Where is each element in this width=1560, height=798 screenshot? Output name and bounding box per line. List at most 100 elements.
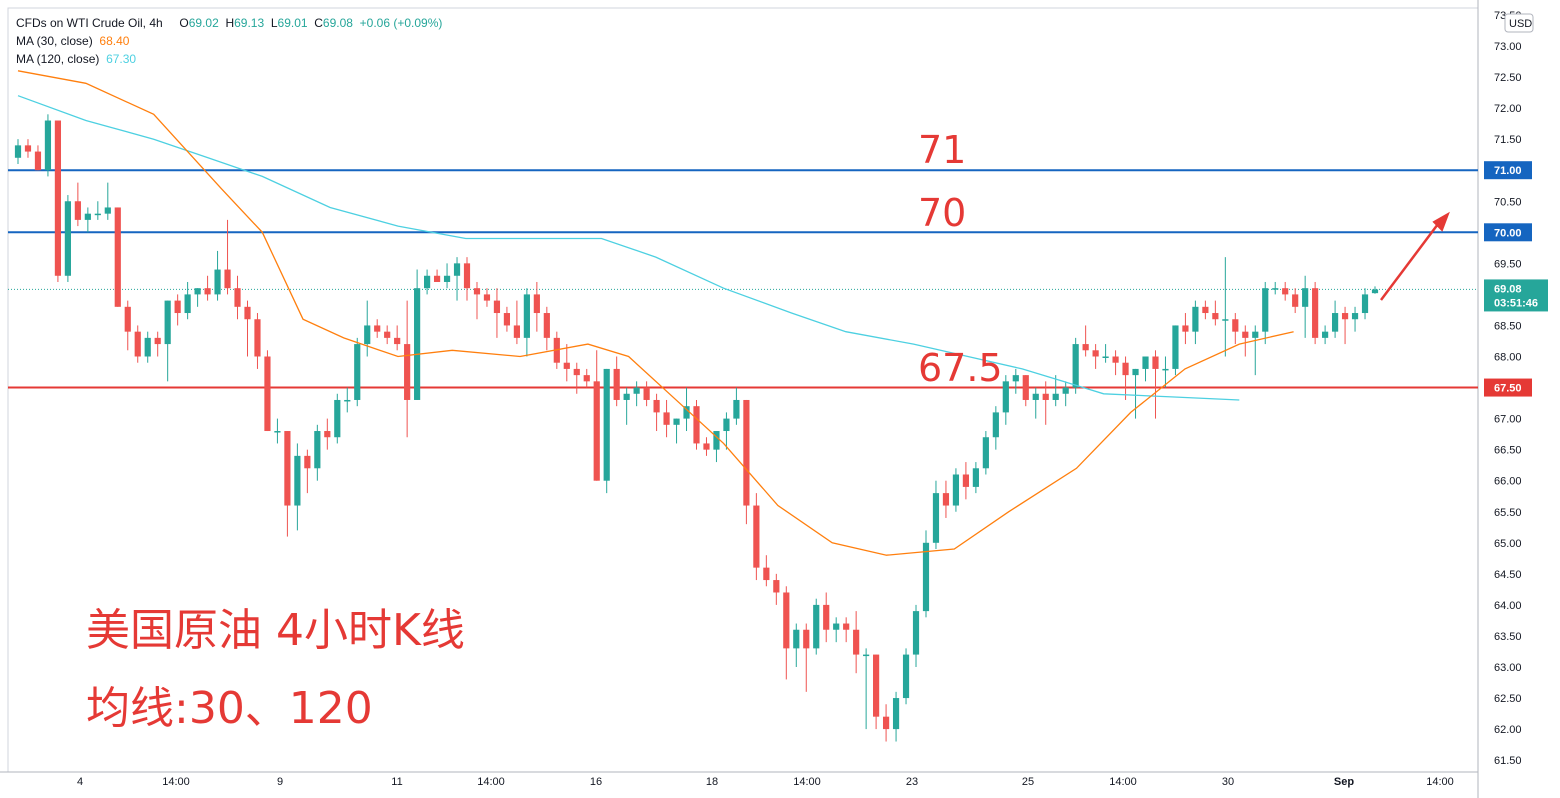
candle-body[interactable] — [274, 431, 281, 433]
candle-body[interactable] — [833, 623, 840, 630]
candle-body[interactable] — [1292, 294, 1299, 307]
candle-body[interactable] — [982, 437, 989, 469]
candle-body[interactable] — [763, 567, 770, 581]
candle-body[interactable] — [912, 611, 920, 655]
candle-body[interactable] — [74, 201, 81, 220]
candle-body[interactable] — [214, 269, 221, 295]
candle-body[interactable] — [1042, 393, 1049, 400]
candle-body[interactable] — [1331, 313, 1339, 332]
candle-body[interactable] — [523, 294, 530, 338]
candle-body[interactable] — [1312, 288, 1319, 338]
candle-body[interactable] — [843, 623, 850, 630]
candle-body[interactable] — [264, 356, 271, 432]
candle-body[interactable] — [1371, 289, 1379, 294]
candle-body[interactable] — [823, 604, 830, 630]
candle-body[interactable] — [144, 337, 151, 357]
candle-body[interactable] — [364, 325, 371, 345]
candle-body[interactable] — [1072, 344, 1079, 388]
candle-body[interactable] — [1172, 325, 1179, 369]
candle-body[interactable] — [653, 399, 660, 413]
candle-body[interactable] — [54, 120, 62, 276]
candle-body[interactable] — [493, 300, 501, 314]
ma120-line[interactable] — [17, 95, 1240, 401]
candle-body[interactable] — [1232, 319, 1239, 332]
candle-body[interactable] — [1361, 294, 1369, 314]
candle-body[interactable] — [194, 288, 201, 295]
candle-body[interactable] — [673, 418, 680, 425]
candle-body[interactable] — [932, 493, 940, 543]
candle-body[interactable] — [1212, 313, 1219, 320]
candle-body[interactable] — [543, 313, 550, 338]
candle-body[interactable] — [743, 399, 750, 506]
candle-body[interactable] — [463, 263, 471, 289]
candle-body[interactable] — [593, 381, 600, 481]
candle-body[interactable] — [1162, 368, 1169, 371]
candle-body[interactable] — [1302, 288, 1309, 307]
candle-body[interactable] — [1092, 350, 1099, 357]
candle-body[interactable] — [633, 387, 640, 394]
candle-body[interactable] — [733, 399, 740, 419]
candle-body[interactable] — [583, 375, 590, 382]
candle-body[interactable] — [324, 431, 331, 438]
candle-body[interactable] — [803, 629, 810, 649]
candle-body[interactable] — [334, 399, 341, 438]
candle-body[interactable] — [873, 654, 880, 717]
candle-body[interactable] — [623, 393, 630, 400]
candle-body[interactable] — [1132, 368, 1139, 376]
candle-body[interactable] — [952, 474, 960, 506]
candle-body[interactable] — [1282, 288, 1289, 295]
candle-body[interactable] — [1122, 362, 1129, 376]
candle-body[interactable] — [563, 362, 570, 369]
currency-badge[interactable] — [1504, 13, 1534, 33]
candle-body[interactable] — [404, 344, 411, 400]
candle-body[interactable] — [783, 592, 790, 649]
candle-body[interactable] — [942, 493, 950, 506]
candle-body[interactable] — [114, 207, 121, 307]
candle-body[interactable] — [304, 455, 311, 469]
candle-body[interactable] — [853, 629, 860, 655]
candle-body[interactable] — [124, 306, 131, 332]
candle-body[interactable] — [1082, 344, 1089, 351]
candle-body[interactable] — [793, 629, 800, 649]
candle-body[interactable] — [64, 201, 71, 276]
candle-body[interactable] — [892, 698, 900, 730]
candle-body[interactable] — [533, 294, 540, 314]
legend-ma120-row[interactable]: MA (120, close) 67.30 — [16, 50, 442, 68]
candle-body[interactable] — [234, 288, 241, 307]
candle-body[interactable] — [1142, 356, 1149, 369]
candle-body[interactable] — [24, 145, 32, 152]
candle-body[interactable] — [443, 275, 451, 282]
candle-body[interactable] — [603, 368, 610, 481]
candle-body[interactable] — [713, 431, 720, 450]
candle-body[interactable] — [424, 275, 431, 289]
candle-body[interactable] — [84, 213, 91, 220]
candle-body[interactable] — [1202, 306, 1209, 314]
candle-body[interactable] — [813, 604, 820, 649]
candle-body[interactable] — [483, 294, 491, 301]
candle-body[interactable] — [1022, 375, 1029, 400]
candle-body[interactable] — [1102, 356, 1109, 359]
candle-body[interactable] — [1341, 313, 1349, 320]
candle-body[interactable] — [104, 207, 111, 214]
candle-body[interactable] — [44, 120, 52, 171]
candle-body[interactable] — [513, 325, 520, 338]
candle-body[interactable] — [1182, 325, 1189, 332]
candle-body[interactable] — [992, 412, 999, 438]
candle-body[interactable] — [863, 654, 870, 657]
candle-body[interactable] — [693, 406, 700, 444]
candle-body[interactable] — [683, 406, 690, 419]
candle-body[interactable] — [244, 306, 251, 320]
candle-body[interactable] — [663, 412, 670, 425]
candle-body[interactable] — [354, 344, 361, 400]
candle-body[interactable] — [34, 151, 42, 171]
ma30-line[interactable] — [17, 70, 1294, 556]
candle-body[interactable] — [503, 313, 511, 326]
candle-body[interactable] — [384, 331, 391, 338]
candle-body[interactable] — [1052, 393, 1059, 400]
candle-body[interactable] — [1322, 331, 1329, 338]
candle-body[interactable] — [1262, 288, 1269, 332]
candle-body[interactable] — [972, 468, 979, 487]
candle-body[interactable] — [1012, 375, 1019, 382]
candle-body[interactable] — [154, 337, 161, 345]
